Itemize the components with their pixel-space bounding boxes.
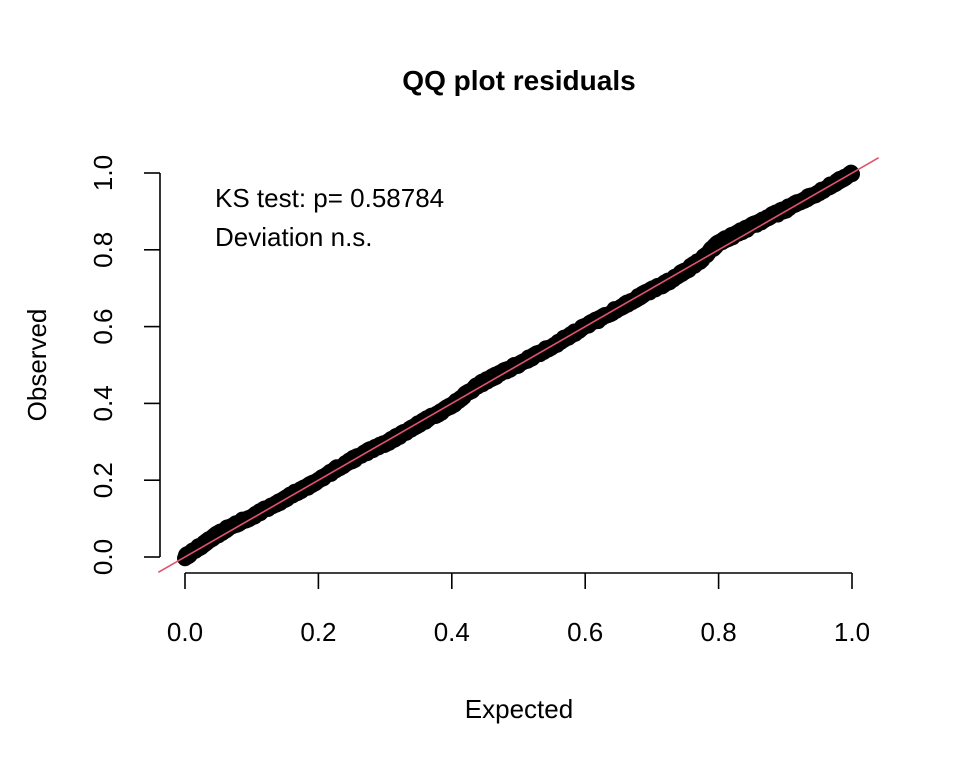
x-tick-label: 0.0 — [167, 617, 203, 647]
x-tick-label: 0.4 — [434, 617, 470, 647]
y-tick-label: 0.4 — [88, 385, 118, 421]
x-axis: 0.0 0.2 0.4 0.6 0.8 1.0 — [167, 572, 870, 647]
chart-title: QQ plot residuals — [402, 65, 635, 96]
y-tick-label: 1.0 — [88, 155, 118, 191]
x-tick-label: 0.8 — [701, 617, 737, 647]
reference-line — [157, 156, 880, 574]
qq-point — [844, 166, 860, 183]
y-tick-label: 0.2 — [88, 462, 118, 498]
deviation-annotation: Deviation n.s. — [215, 222, 373, 252]
x-tick-label: 1.0 — [834, 617, 870, 647]
x-tick-label: 0.2 — [300, 617, 336, 647]
y-tick-label: 0.0 — [88, 539, 118, 575]
y-axis-label: Observed — [22, 309, 52, 422]
ks-test-annotation: KS test: p= 0.58784 — [215, 183, 444, 213]
y-tick-label: 0.8 — [88, 232, 118, 268]
x-tick-label: 0.6 — [567, 617, 603, 647]
y-axis: 0.0 0.2 0.4 0.6 0.8 1.0 — [88, 155, 161, 575]
x-axis-label: Expected — [465, 694, 573, 724]
y-tick-label: 0.6 — [88, 309, 118, 345]
